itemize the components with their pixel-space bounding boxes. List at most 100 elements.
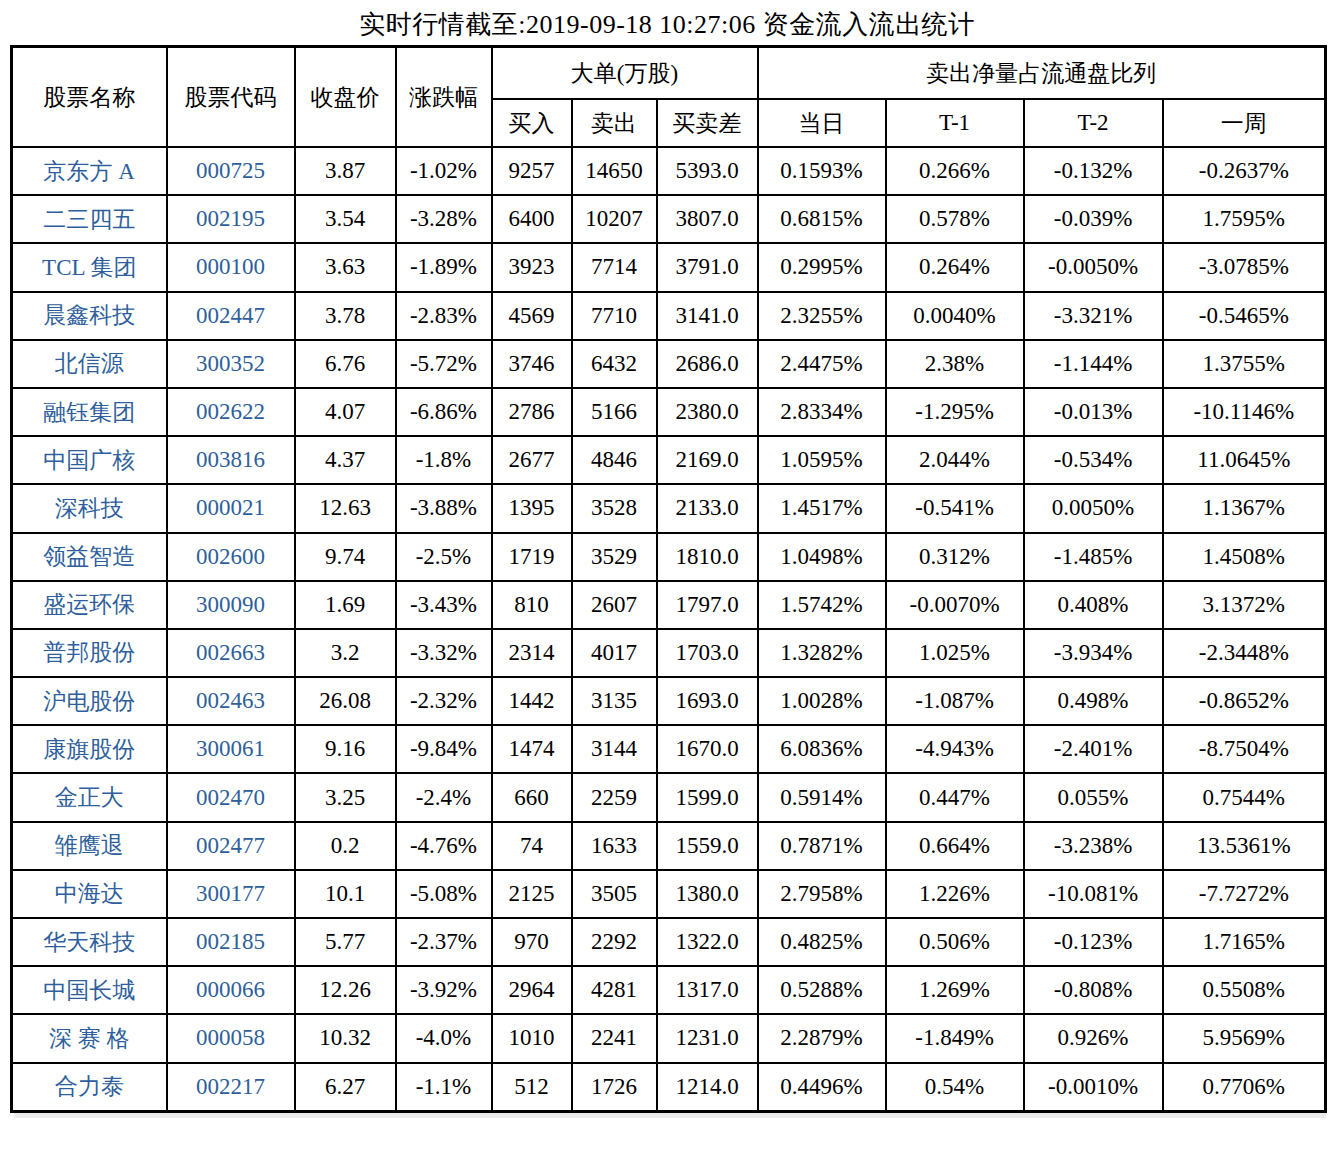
stock-name-cell: 融钰集团	[12, 388, 167, 436]
ratio-today-cell: 2.2879%	[758, 1014, 886, 1062]
close-price-cell: 6.76	[295, 340, 396, 388]
sell-volume-cell: 4846	[572, 436, 657, 484]
change-pct-cell: -1.8%	[396, 436, 492, 484]
stock-name-cell: 深 赛 格	[12, 1014, 167, 1062]
page-title: 实时行情截至:2019-09-18 10:27:06 资金流入流出统计	[0, 0, 1334, 45]
table-row: 中国广核0038164.37-1.8%267748462169.01.0595%…	[12, 436, 1326, 484]
buy-sell-diff-cell: 1214.0	[657, 1063, 758, 1112]
ratio-t1-cell: -1.087%	[886, 677, 1024, 725]
table-row: 中海达30017710.1-5.08%212535051380.02.7958%…	[12, 870, 1326, 918]
buy-volume-cell: 1442	[492, 677, 572, 725]
buy-volume-cell: 2786	[492, 388, 572, 436]
ratio-week-cell: 0.7544%	[1163, 773, 1326, 821]
table-row: 中国长城00006612.26-3.92%296442811317.00.528…	[12, 966, 1326, 1014]
buy-sell-diff-cell: 1322.0	[657, 918, 758, 966]
ratio-today-cell: 0.5288%	[758, 966, 886, 1014]
table-row: 深科技00002112.63-3.88%139535282133.01.4517…	[12, 484, 1326, 532]
ratio-week-cell: 5.9569%	[1163, 1014, 1326, 1062]
col-header-t1: T-1	[886, 99, 1024, 147]
table-bottom-shadow	[14, 1113, 1326, 1118]
stock-name-cell: 合力泰	[12, 1063, 167, 1112]
buy-volume-cell: 1010	[492, 1014, 572, 1062]
table-row: TCL 集团0001003.63-1.89%392377143791.00.29…	[12, 243, 1326, 291]
ratio-t2-cell: -1.485%	[1024, 533, 1163, 581]
sell-volume-cell: 1726	[572, 1063, 657, 1112]
stock-code-cell: 002470	[167, 773, 295, 821]
stock-name-cell: 二三四五	[12, 195, 167, 243]
ratio-today-cell: 1.3282%	[758, 629, 886, 677]
ratio-today-cell: 2.7958%	[758, 870, 886, 918]
sell-volume-cell: 3505	[572, 870, 657, 918]
stock-code-cell: 002600	[167, 533, 295, 581]
ratio-t2-cell: 0.0050%	[1024, 484, 1163, 532]
sell-volume-cell: 10207	[572, 195, 657, 243]
ratio-t2-cell: 0.498%	[1024, 677, 1163, 725]
change-pct-cell: -1.1%	[396, 1063, 492, 1112]
ratio-t1-cell: 1.226%	[886, 870, 1024, 918]
ratio-t2-cell: 0.926%	[1024, 1014, 1163, 1062]
stock-name-cell: TCL 集团	[12, 243, 167, 291]
stock-code-cell: 002447	[167, 292, 295, 340]
ratio-t1-cell: 1.269%	[886, 966, 1024, 1014]
buy-sell-diff-cell: 2686.0	[657, 340, 758, 388]
ratio-t1-cell: -0.541%	[886, 484, 1024, 532]
stock-code-cell: 002477	[167, 822, 295, 870]
col-header-today: 当日	[758, 99, 886, 147]
ratio-today-cell: 0.1593%	[758, 147, 886, 195]
ratio-t1-cell: -0.0070%	[886, 581, 1024, 629]
sell-volume-cell: 5166	[572, 388, 657, 436]
ratio-t1-cell: -4.943%	[886, 725, 1024, 773]
table-row: 沪电股份00246326.08-2.32%144231351693.01.002…	[12, 677, 1326, 725]
change-pct-cell: -5.72%	[396, 340, 492, 388]
table-row: 金正大0024703.25-2.4%66022591599.00.5914%0.…	[12, 773, 1326, 821]
sell-volume-cell: 2259	[572, 773, 657, 821]
stock-code-cell: 002195	[167, 195, 295, 243]
buy-sell-diff-cell: 1703.0	[657, 629, 758, 677]
close-price-cell: 9.16	[295, 725, 396, 773]
ratio-week-cell: 0.5508%	[1163, 966, 1326, 1014]
close-price-cell: 3.63	[295, 243, 396, 291]
change-pct-cell: -2.4%	[396, 773, 492, 821]
buy-sell-diff-cell: 3791.0	[657, 243, 758, 291]
col-group-net-sell-ratio: 卖出净量占流通盘比列	[758, 47, 1326, 100]
change-pct-cell: -1.02%	[396, 147, 492, 195]
ratio-week-cell: -3.0785%	[1163, 243, 1326, 291]
ratio-week-cell: 13.5361%	[1163, 822, 1326, 870]
close-price-cell: 0.2	[295, 822, 396, 870]
buy-sell-diff-cell: 1559.0	[657, 822, 758, 870]
change-pct-cell: -4.0%	[396, 1014, 492, 1062]
buy-volume-cell: 3923	[492, 243, 572, 291]
ratio-t1-cell: 2.38%	[886, 340, 1024, 388]
ratio-t1-cell: -1.849%	[886, 1014, 1024, 1062]
stock-name-cell: 沪电股份	[12, 677, 167, 725]
ratio-t2-cell: -0.808%	[1024, 966, 1163, 1014]
ratio-week-cell: 1.4508%	[1163, 533, 1326, 581]
stock-code-cell: 300177	[167, 870, 295, 918]
ratio-week-cell: 1.1367%	[1163, 484, 1326, 532]
col-header-stock-name: 股票名称	[12, 47, 167, 148]
sell-volume-cell: 7710	[572, 292, 657, 340]
table-body: 京东方 A0007253.87-1.02%9257146505393.00.15…	[12, 147, 1326, 1111]
buy-sell-diff-cell: 5393.0	[657, 147, 758, 195]
ratio-week-cell: 3.1372%	[1163, 581, 1326, 629]
stock-code-cell: 000100	[167, 243, 295, 291]
ratio-t1-cell: 0.0040%	[886, 292, 1024, 340]
buy-volume-cell: 512	[492, 1063, 572, 1112]
change-pct-cell: -2.5%	[396, 533, 492, 581]
stock-code-cell: 002185	[167, 918, 295, 966]
ratio-week-cell: -0.8652%	[1163, 677, 1326, 725]
ratio-today-cell: 1.0498%	[758, 533, 886, 581]
ratio-today-cell: 0.4496%	[758, 1063, 886, 1112]
sell-volume-cell: 2241	[572, 1014, 657, 1062]
change-pct-cell: -1.89%	[396, 243, 492, 291]
buy-sell-diff-cell: 1670.0	[657, 725, 758, 773]
close-price-cell: 3.54	[295, 195, 396, 243]
buy-sell-diff-cell: 2380.0	[657, 388, 758, 436]
stock-name-cell: 北信源	[12, 340, 167, 388]
close-price-cell: 12.26	[295, 966, 396, 1014]
ratio-t2-cell: -0.013%	[1024, 388, 1163, 436]
table-row: 华天科技0021855.77-2.37%97022921322.00.4825%…	[12, 918, 1326, 966]
buy-volume-cell: 1474	[492, 725, 572, 773]
change-pct-cell: -2.32%	[396, 677, 492, 725]
ratio-t1-cell: 0.54%	[886, 1063, 1024, 1112]
